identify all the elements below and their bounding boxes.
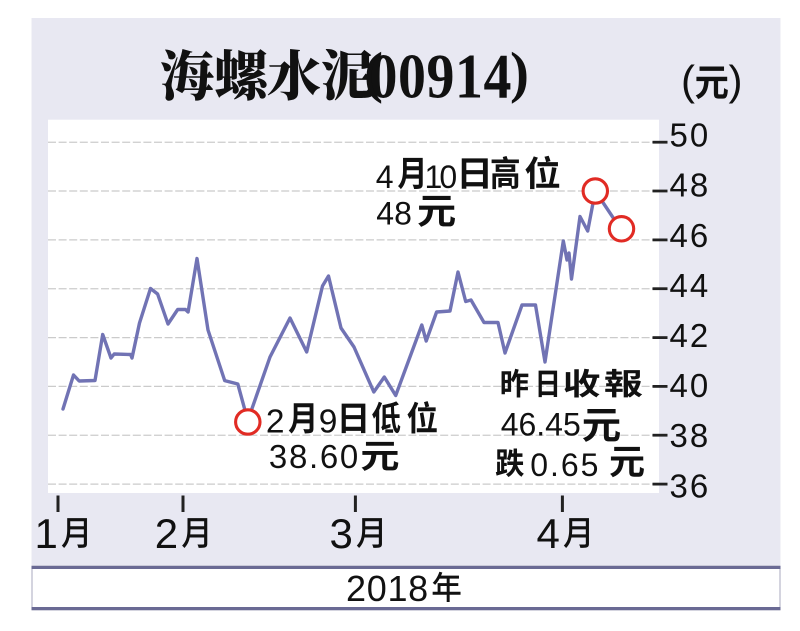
- svg-text:36: 36: [670, 467, 711, 504]
- svg-text:4: 4: [536, 510, 559, 557]
- svg-text:50: 50: [670, 117, 711, 154]
- svg-text:42: 42: [670, 317, 711, 354]
- svg-text:38.60: 38.60: [269, 438, 360, 475]
- svg-text:00914: 00914: [369, 41, 512, 111]
- svg-text:44: 44: [670, 267, 711, 304]
- svg-text:3: 3: [329, 510, 352, 557]
- svg-text:2018: 2018: [346, 568, 429, 609]
- svg-text:48: 48: [670, 167, 711, 204]
- svg-text:38: 38: [670, 417, 711, 454]
- svg-text:2: 2: [155, 510, 178, 557]
- svg-text:46.45: 46.45: [501, 406, 581, 442]
- svg-text:1: 1: [34, 510, 57, 557]
- svg-text:(: (: [681, 57, 695, 104]
- svg-text:0: 0: [439, 159, 457, 195]
- svg-text:1: 1: [425, 159, 443, 195]
- svg-text:48: 48: [376, 196, 412, 232]
- svg-text:): ): [729, 57, 743, 104]
- svg-text:(: (: [364, 42, 383, 105]
- svg-text:9: 9: [319, 404, 338, 441]
- svg-text:0.65: 0.65: [530, 447, 600, 483]
- svg-text:): ): [510, 42, 529, 105]
- svg-text:2: 2: [266, 404, 285, 441]
- svg-text:46: 46: [670, 217, 711, 254]
- svg-text:4: 4: [376, 159, 394, 195]
- svg-text:40: 40: [670, 367, 711, 404]
